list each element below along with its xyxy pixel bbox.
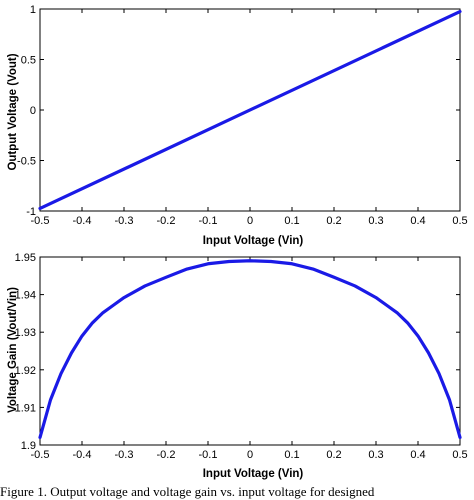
voltage-gain-xtick-label: -0.4: [73, 449, 92, 461]
output-voltage-xtick-label: -0.5: [31, 215, 50, 227]
voltage-gain-xtick-label: -0.5: [31, 449, 50, 461]
voltage-gain-xtick-label: 0.4: [410, 449, 425, 461]
voltage-gain-xlabel: Input Voltage (Vin): [203, 468, 304, 480]
output-voltage-xtick-label: -0.2: [157, 215, 176, 227]
voltage-gain-chart: -0.5 -0.4 -0.3 -0.2 -0.1 0 0.1 0.2 0.3 0.4 0.51.91…: [7, 252, 468, 480]
voltage-gain-series-line: [38, 259, 462, 440]
output-voltage-xtick-label: 0.1: [284, 215, 299, 227]
output-voltage-xlabel: Input Voltage (Vin): [203, 235, 304, 247]
output-voltage-ytick-label: 0.5: [21, 55, 36, 67]
voltage-gain-ytick-label: 1.94: [15, 290, 36, 302]
voltage-gain-xtick-label: 0.5: [452, 449, 467, 461]
voltage-gain-ytick-label: 1.92: [15, 365, 36, 377]
output-voltage-xtick-label: -0.1: [199, 215, 218, 227]
output-voltage-plot-layer: -0.5 -0.4 -0.3 -0.2 -0.1 0 0.1 0.2 0.3 0.4 0.5-1-0…: [17, 4, 468, 227]
output-voltage-ytick-label: 0: [30, 105, 36, 117]
voltage-gain-xtick-label: 0.3: [368, 449, 383, 461]
figure-caption: Figure 1. Output voltage and voltage gai…: [0, 484, 375, 499]
voltage-gain-xtick-label: -0.3: [115, 449, 134, 461]
voltage-gain-xtick-label: 0.1: [284, 449, 299, 461]
voltage-gain-xtick-label: 0: [247, 449, 253, 461]
voltage-gain-ylabel: Voltage Gain (Vout/Vin): [7, 287, 19, 413]
output-voltage-series-line: [38, 9, 462, 211]
voltage-gain-ytick-label: 1.95: [15, 252, 36, 264]
voltage-gain-ytick-label: 1.9: [21, 440, 36, 452]
output-voltage-xtick-label: -0.3: [115, 215, 134, 227]
output-voltage-xtick-label: 0.5: [452, 215, 467, 227]
output-voltage-chart: -0.5 -0.4 -0.3 -0.2 -0.1 0 0.1 0.2 0.3 0.4 0.5-1-0…: [7, 4, 468, 247]
output-voltage-ylabel: Output Voltage (Vout): [7, 53, 19, 170]
output-voltage-ytick-label: 1: [30, 4, 36, 16]
output-voltage-xtick-label: 0.4: [410, 215, 425, 227]
output-voltage-xtick-label: -0.4: [73, 215, 92, 227]
voltage-gain-ytick-label: 1.93: [15, 327, 36, 339]
output-voltage-ytick-label: -0.5: [17, 156, 36, 168]
voltage-gain-xtick-label: 0.2: [326, 449, 341, 461]
voltage-gain-xtick-label: -0.1: [199, 449, 218, 461]
output-voltage-ytick-label: -1: [26, 206, 36, 218]
output-voltage-xtick-label: 0.2: [326, 215, 341, 227]
voltage-gain-xtick-label: -0.2: [157, 449, 176, 461]
voltage-gain-plot-frame: [39, 256, 461, 446]
voltage-gain-plot-layer: -0.5 -0.4 -0.3 -0.2 -0.1 0 0.1 0.2 0.3 0.4 0.51.91…: [15, 252, 468, 461]
output-voltage-xtick-label: 0.3: [368, 215, 383, 227]
output-voltage-xtick-label: 0: [247, 215, 253, 227]
voltage-gain-ytick-label: 1.91: [15, 402, 36, 414]
